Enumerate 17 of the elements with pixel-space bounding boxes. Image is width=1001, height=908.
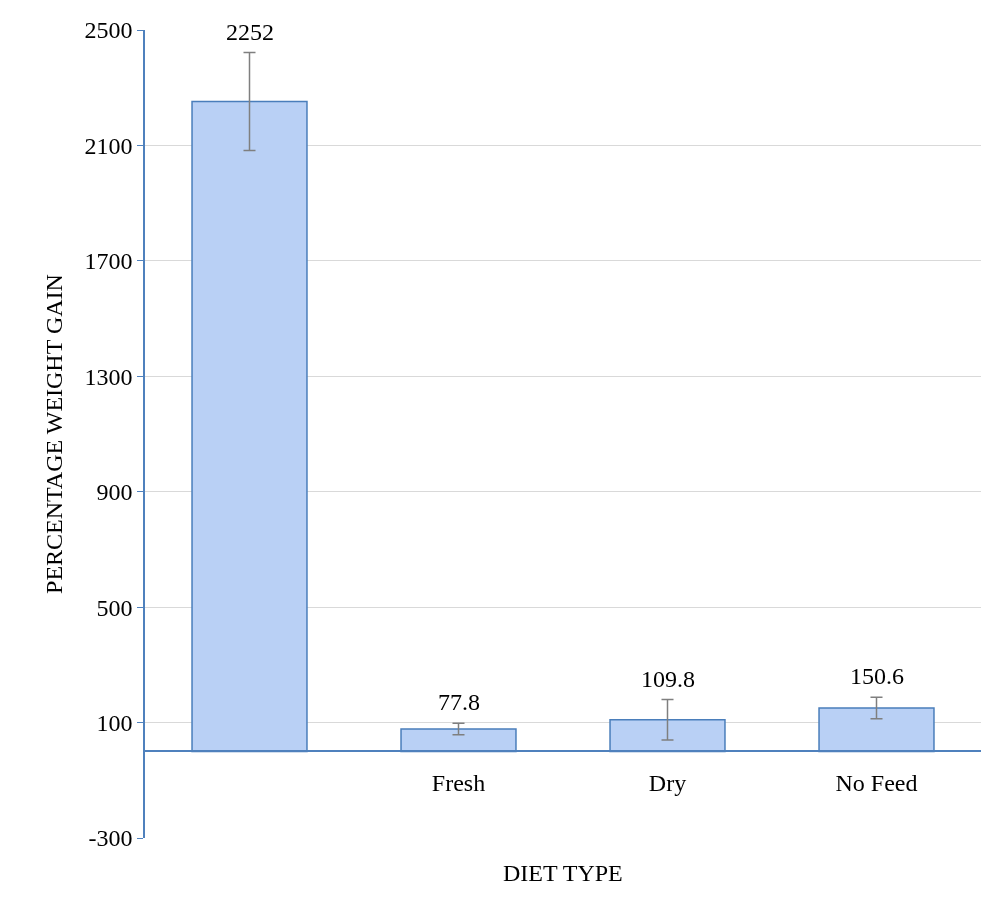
data-label: 2252 (226, 19, 274, 45)
y-tick-label: 2500 (84, 17, 133, 44)
y-tick-label: 900 (96, 479, 133, 506)
data-label: 150.6 (850, 663, 904, 689)
y-tick-label: -300 (88, 825, 133, 852)
y-axis-title: PERCENTAGE WEIGHT GAIN (41, 274, 68, 594)
y-tick-label: 2100 (84, 132, 133, 159)
x-tick-label: No Feed (835, 769, 918, 796)
x-tick-label: Dry (648, 769, 687, 796)
data-label: 109.8 (641, 666, 695, 692)
data-label: 77.8 (438, 689, 480, 715)
y-tick-label: 100 (96, 709, 133, 736)
y-tick-label: 500 (96, 594, 133, 621)
y-tick-label: 1300 (84, 363, 133, 390)
x-axis-title: DIET TYPE (503, 860, 623, 886)
x-tick-label: Fresh (431, 769, 486, 796)
y-tick-label: 1700 (84, 248, 133, 275)
